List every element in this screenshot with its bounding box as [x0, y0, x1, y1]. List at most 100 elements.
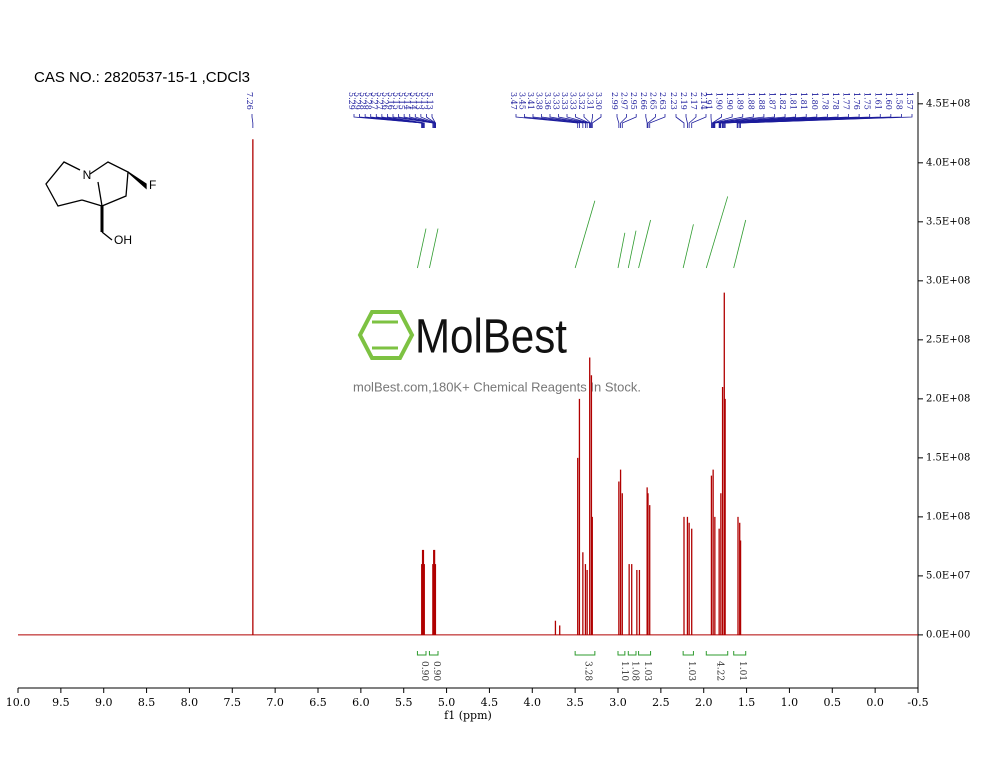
x-tick-label: 0.0	[866, 696, 884, 709]
x-tick-label: 7.0	[266, 696, 284, 709]
y-tick-label: 5.0E+07	[926, 570, 970, 581]
x-tick-label: -0.5	[907, 696, 928, 709]
y-tick-label: 2.0E+08	[926, 393, 970, 404]
integral-curve	[683, 224, 693, 268]
peak-label: 1.61	[873, 92, 882, 110]
x-tick-label: 0.5	[824, 696, 842, 709]
integral-label: 1.03	[686, 661, 696, 681]
bond	[82, 200, 102, 206]
integral-label: 1.10	[619, 661, 629, 681]
integral-label: 0.90	[419, 661, 429, 681]
integral-curve	[639, 220, 651, 268]
peak-label: 2.65	[648, 92, 657, 110]
peak-label: 1.60	[884, 92, 893, 110]
peak-label: 2.95	[629, 92, 638, 110]
x-tick-label: 6.0	[352, 696, 370, 709]
peak-label: 1.57	[905, 92, 914, 110]
x-tick-label: 7.5	[224, 696, 242, 709]
wedge-bond	[128, 172, 146, 188]
integral-bracket	[639, 651, 651, 655]
ring-bond	[46, 162, 82, 206]
peak-label: 1.90	[715, 92, 724, 110]
peak-label: 3.33	[569, 92, 578, 110]
y-tick-label: 1.5E+08	[926, 452, 970, 463]
peak-label: 1.76	[852, 92, 861, 110]
x-tick-label: 2.0	[695, 696, 713, 709]
peak-label: 1.81	[789, 92, 798, 110]
peak-label: 3.38	[535, 92, 544, 110]
peak-leader	[650, 114, 665, 128]
integral-curve	[618, 233, 625, 268]
peak-label: 2.17	[689, 92, 698, 110]
x-tick-label: 5.5	[395, 696, 413, 709]
x-tick-label: 4.0	[524, 696, 542, 709]
integral-curve	[429, 229, 438, 268]
peak-label: 1.88	[757, 92, 766, 110]
peak-label: 3.31	[586, 92, 595, 110]
peak-label: 3.33	[560, 92, 569, 110]
x-tick-label: 3.0	[609, 696, 627, 709]
bond	[98, 182, 102, 206]
peak-leader	[646, 114, 647, 128]
integral-label: 1.01	[737, 661, 747, 681]
peak-leader	[617, 114, 619, 128]
x-tick-label: 5.0	[438, 696, 456, 709]
peak-label: 2.66	[639, 92, 648, 110]
integral-label: 4.22	[715, 661, 725, 681]
y-tick-label: 0.0E+00	[926, 629, 970, 640]
x-tick-label: 1.0	[781, 696, 799, 709]
peak-label: 1.77	[842, 92, 851, 110]
atom-label: OH	[114, 233, 132, 247]
integral-bracket	[683, 651, 693, 655]
watermark-logo	[360, 312, 412, 358]
peak-label: 3.30	[594, 92, 603, 110]
peak-label: 1.80	[810, 92, 819, 110]
x-tick-label: 9.0	[95, 696, 113, 709]
integral-label: 1.08	[630, 661, 640, 681]
peak-label: 1.88	[746, 92, 755, 110]
peak-leader	[686, 114, 687, 128]
y-tick-label: 4.5E+08	[926, 98, 970, 109]
integral-bracket	[734, 651, 746, 655]
x-tick-label: 6.5	[309, 696, 327, 709]
integral-curve	[575, 201, 595, 268]
peak-label: 1.78	[820, 92, 829, 110]
chart-title: CAS NO.: 2820537-15-1 ,CDCl3	[34, 69, 250, 86]
peak-label: 1.89	[736, 92, 745, 110]
peak-label: 2.23	[669, 92, 678, 110]
ring-bond	[90, 162, 128, 206]
peak-label: 3.45	[518, 92, 527, 110]
peak-label: 1.82	[778, 92, 787, 110]
integral-bracket	[417, 651, 426, 655]
x-tick-label: 1.5	[738, 696, 756, 709]
peak-label: 2.63	[658, 92, 667, 110]
peak-label: 5.13	[425, 92, 434, 110]
peak-label: 2.97	[620, 92, 629, 110]
y-tick-label: 4.0E+08	[926, 157, 970, 168]
integral-bracket	[628, 651, 636, 655]
x-tick-label: 3.5	[566, 696, 584, 709]
integral-curve	[628, 231, 636, 268]
peak-leader	[592, 114, 601, 128]
peak-label: 1.75	[863, 92, 872, 110]
peak-label: 3.36	[543, 92, 552, 110]
peak-label: 2.99	[610, 92, 619, 110]
integral-label: 1.03	[642, 661, 652, 681]
peak-label: 1.90	[725, 92, 734, 110]
peak-label: 1.78	[831, 92, 840, 110]
peak-leader	[622, 114, 636, 128]
integral-curve	[734, 220, 746, 268]
peak-label: 1.91	[704, 92, 713, 110]
structure	[46, 162, 146, 240]
peak-leader	[692, 114, 706, 128]
integral-bracket	[706, 651, 727, 655]
peak-leader	[252, 114, 253, 128]
peak-label: 3.47	[509, 92, 518, 110]
peak-label: 1.81	[799, 92, 808, 110]
peak-leader	[676, 114, 684, 128]
peak-label: 1.58	[894, 92, 903, 110]
watermark-logo-text: MolBest	[415, 311, 567, 364]
x-tick-label: 4.5	[481, 696, 499, 709]
integral-label: 0.90	[431, 661, 441, 681]
